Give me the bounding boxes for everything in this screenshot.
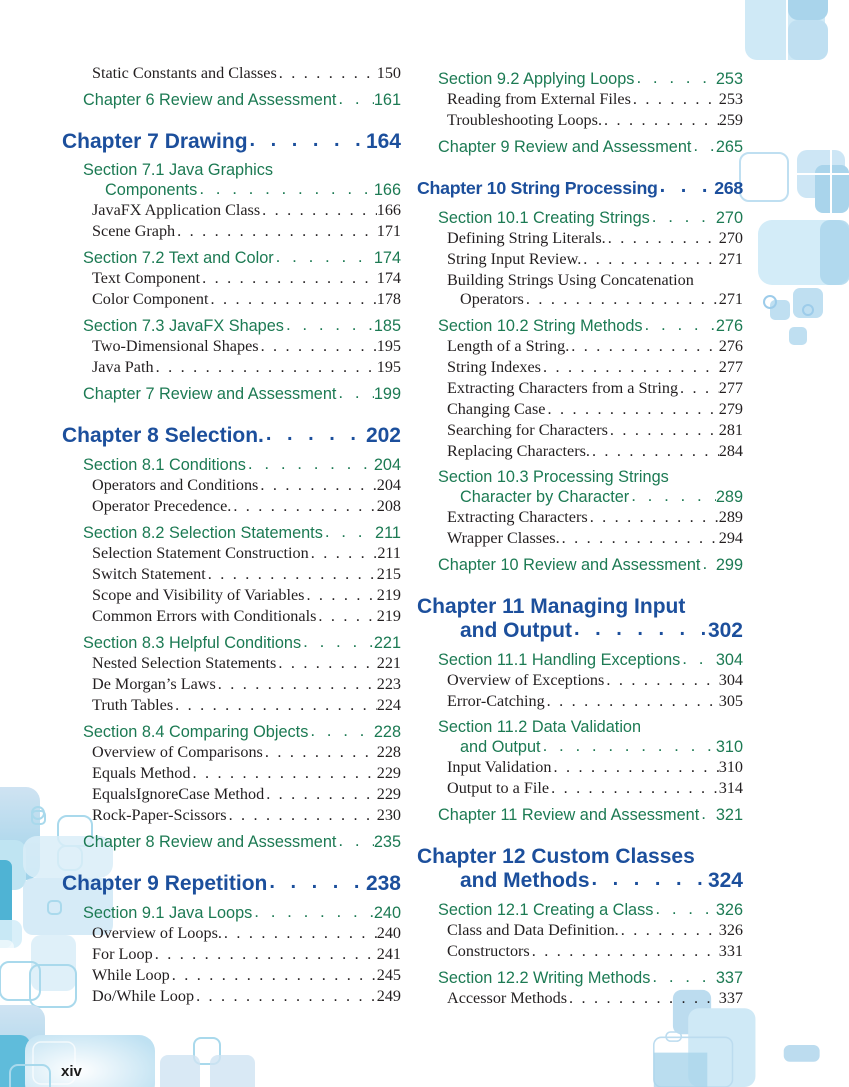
svg-text:xiv: xiv (61, 1063, 83, 1080)
